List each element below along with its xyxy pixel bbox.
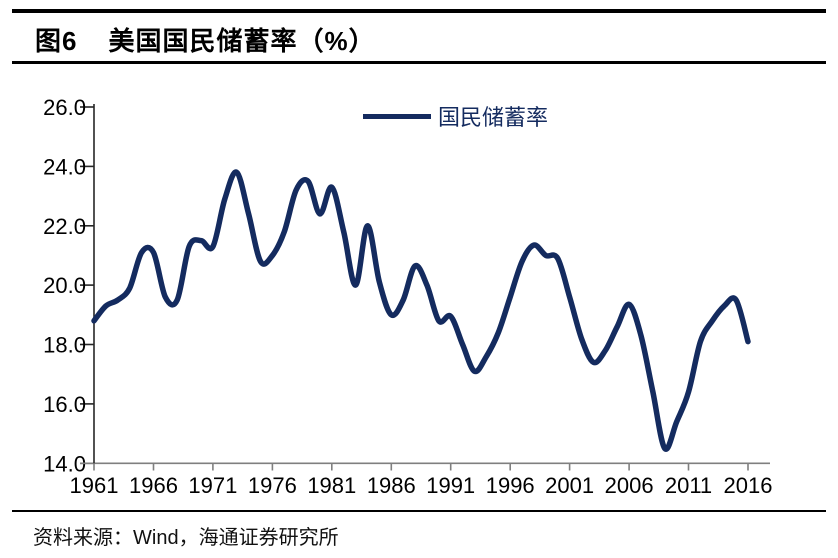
y-tick-label: 22.0 bbox=[43, 214, 86, 239]
x-tick-label: 1986 bbox=[367, 473, 416, 498]
header-rule-top bbox=[12, 9, 826, 13]
y-axis-ticks: 26.0 24.0 22.0 20.0 18.0 16.0 14.0 bbox=[43, 95, 94, 476]
y-tick-label: 16.0 bbox=[43, 392, 86, 417]
x-tick-label: 2006 bbox=[605, 473, 654, 498]
header-rule-bottom bbox=[12, 61, 826, 64]
y-tick-label: 24.0 bbox=[43, 154, 86, 179]
x-tick-label: 1996 bbox=[486, 473, 535, 498]
y-tick-label: 14.0 bbox=[43, 451, 86, 476]
chart-legend: 国民储蓄率 bbox=[363, 100, 548, 132]
data-source-note: 资料来源：Wind，海通证券研究所 bbox=[33, 527, 339, 549]
y-tick-label: 18.0 bbox=[43, 333, 86, 358]
figure-title-text: 美国国民储蓄率（%） bbox=[108, 26, 376, 56]
y-tick-label: 26.0 bbox=[43, 95, 86, 120]
x-tick-label: 1991 bbox=[426, 473, 475, 498]
x-tick-label: 1966 bbox=[129, 473, 178, 498]
footer-rule bbox=[12, 510, 826, 512]
figure-number: 图6 bbox=[35, 26, 78, 56]
figure-title: 图6 美国国民储蓄率（%） bbox=[35, 21, 376, 58]
x-tick-label: 1981 bbox=[307, 473, 356, 498]
x-axis-ticks: 1961 1966 1971 1976 1981 1986 1991 1996 2001 2006… bbox=[70, 463, 773, 498]
x-tick-label: 2001 bbox=[545, 473, 594, 498]
savings-rate-series-line bbox=[91, 169, 751, 452]
x-tick-label: 2011 bbox=[665, 473, 712, 498]
x-tick-label: 1961 bbox=[70, 473, 119, 498]
x-tick-label: 2016 bbox=[724, 473, 773, 498]
legend-series-label: 国民储蓄率 bbox=[438, 105, 549, 130]
x-tick-label: 1976 bbox=[248, 473, 297, 498]
x-tick-label: 1971 bbox=[188, 473, 237, 498]
legend-line-swatch bbox=[363, 113, 431, 119]
y-tick-label: 20.0 bbox=[43, 273, 86, 298]
